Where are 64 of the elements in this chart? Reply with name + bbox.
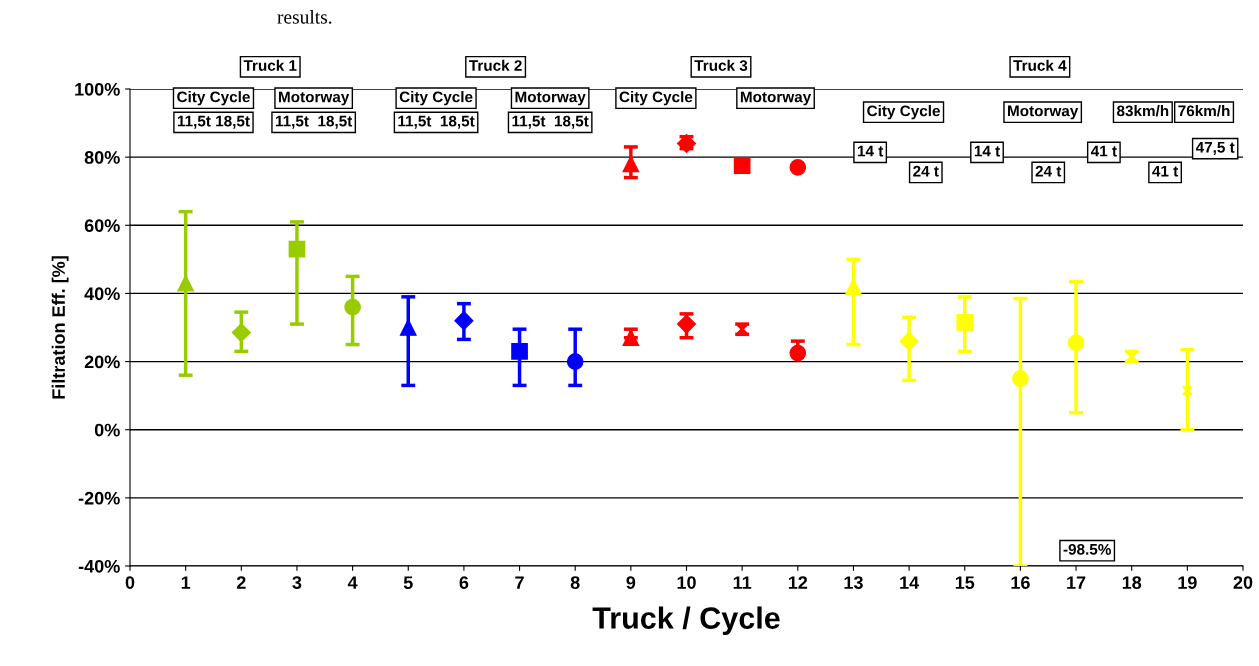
y-tick-label: -40% (78, 559, 120, 573)
annotation: City Cycle (177, 91, 250, 106)
point (622, 329, 640, 347)
annotation: City Cycle (619, 91, 693, 106)
text: Truck 2 (469, 59, 522, 71)
text: results. (277, 9, 332, 24)
x-tick-label: 12 (788, 576, 808, 589)
x-tick-label: 17 (1067, 576, 1086, 589)
annotation: Motorway (515, 91, 586, 106)
y-tick-label: 0% (94, 423, 120, 437)
x-tick-label: 18 (1122, 576, 1142, 589)
annotation: 11,5t 18,5t (177, 115, 250, 129)
point (622, 155, 640, 173)
y-tick-label: 20% (84, 355, 120, 369)
x-tick-label: 14 (900, 576, 920, 589)
y-tick-label: 80% (84, 151, 120, 164)
x-tick-label: 8 (570, 576, 580, 589)
text: Truck 3 (694, 59, 748, 71)
point (676, 314, 697, 334)
annotation: City Cycle (867, 105, 940, 120)
x-tick-label: 11 (733, 576, 752, 589)
x-tick-label: 1 (181, 576, 191, 589)
annotation: 14 t (974, 145, 1000, 157)
x-tick-label: 19 (1178, 576, 1197, 589)
x-tick-label: 10 (677, 576, 696, 589)
text: Truck 1 (243, 59, 297, 71)
annotation: 41 t (1152, 165, 1179, 177)
y-tick-label: 100% (75, 82, 120, 96)
x-tick-label: 4 (347, 576, 358, 589)
annotation: City Cycle (399, 91, 473, 106)
annotation: -98.5% (1063, 543, 1111, 555)
x-tick-label: 13 (844, 576, 863, 590)
x-tick-label: 5 (403, 576, 413, 589)
x-tick-label: 7 (515, 576, 524, 589)
annotation: Motorway (1008, 105, 1079, 120)
text: Truck 4 (1013, 59, 1067, 71)
annotation: 11,5t 18,5t (512, 115, 589, 129)
x-tick-label: 0 (125, 576, 135, 589)
x-tick-label: 20 (1233, 576, 1253, 589)
annotation: 41 t (1090, 145, 1117, 157)
x-axis-title: Truck / Cycle (592, 606, 780, 635)
x-tick-label: 15 (955, 576, 975, 589)
x-tick-label: 2 (236, 576, 246, 589)
annotation: Motorway (279, 91, 350, 106)
y-tick-label: 40% (84, 287, 120, 301)
x-tick-label: 9 (626, 576, 636, 589)
point (511, 343, 528, 360)
annotation: 47,5 t (1195, 142, 1235, 155)
x-tick-label: 16 (1011, 576, 1030, 589)
x-tick-label: 6 (459, 576, 469, 589)
annotation: 83km/h (1116, 105, 1169, 117)
annotation: 11,5t 18,5t (398, 115, 475, 129)
point (1181, 384, 1193, 397)
annotation: 76km/h (1178, 105, 1230, 117)
annotation: 24 t (913, 165, 939, 177)
y-tick-label: 60% (84, 219, 120, 233)
annotation: 11,5t 18,5t (275, 115, 353, 129)
annotation: 24 t (1035, 165, 1062, 177)
x-tick-label: 3 (292, 576, 302, 590)
annotation: Motorway (740, 91, 812, 106)
point (288, 240, 306, 258)
y-tick-label: -20% (78, 491, 120, 505)
annotation: 14 t (857, 145, 884, 157)
y-axis-title: Filtration Eff. [%] (51, 256, 69, 399)
